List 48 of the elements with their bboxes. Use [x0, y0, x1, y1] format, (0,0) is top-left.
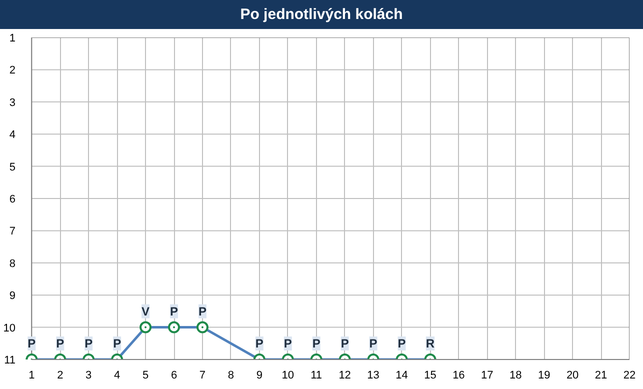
x-tick-label: 15 [424, 370, 436, 382]
x-tick-label: 8 [228, 370, 234, 382]
data-label: P [56, 336, 64, 350]
data-label: R [426, 336, 435, 350]
x-tick-label: 6 [170, 370, 178, 382]
data-label: P [255, 336, 264, 350]
x-tick-label: 4 [114, 370, 120, 382]
y-tick-label: 1 [9, 32, 16, 44]
data-label: P [398, 336, 406, 350]
x-tick-label: 2 [57, 370, 64, 382]
y-tick-label: 6 [9, 194, 16, 206]
x-tick-label: 3 [86, 370, 92, 382]
x-tick-label: 21 [594, 370, 608, 382]
y-tick-label: 8 [9, 258, 16, 270]
x-tick-label: 5 [142, 370, 149, 382]
data-label: P [113, 336, 122, 350]
x-tick-label: 16 [452, 370, 465, 382]
x-tick-label: 20 [566, 370, 579, 382]
y-tick-label: 7 [9, 226, 16, 238]
x-tick-label: 18 [510, 370, 522, 382]
data-label: V [142, 304, 150, 318]
data-label: P [198, 304, 206, 318]
data-label: P [28, 336, 36, 350]
data-label: P [170, 304, 178, 318]
y-tick-label: 5 [9, 161, 16, 174]
data-label: P [312, 336, 320, 350]
x-tick-label: 17 [481, 370, 494, 382]
x-tick-label: 13 [367, 370, 380, 382]
y-tick-label: 4 [9, 129, 16, 142]
x-tick-label: 14 [396, 370, 408, 382]
x-tick-label: 11 [310, 370, 322, 382]
x-tick-label: 7 [199, 370, 206, 382]
x-tick-label: 10 [282, 370, 294, 382]
data-label: P [284, 336, 292, 350]
y-tick-label: 2 [9, 64, 16, 77]
data-label: P [340, 336, 349, 350]
chart-title: Po jednotlivých kolách [240, 5, 403, 25]
x-tick-label: 22 [623, 370, 636, 382]
data-label: P [369, 336, 378, 350]
data-label: P [84, 336, 93, 350]
y-tick-label: 11 [4, 354, 16, 366]
y-tick-label: 3 [9, 96, 16, 109]
x-tick-label: 19 [538, 370, 550, 382]
y-tick-label: 9 [9, 290, 16, 302]
x-tick-label: 1 [28, 370, 35, 382]
y-tick-label: 10 [3, 322, 16, 334]
x-tick-label: 9 [256, 370, 262, 382]
x-tick-label: 12 [338, 370, 351, 382]
